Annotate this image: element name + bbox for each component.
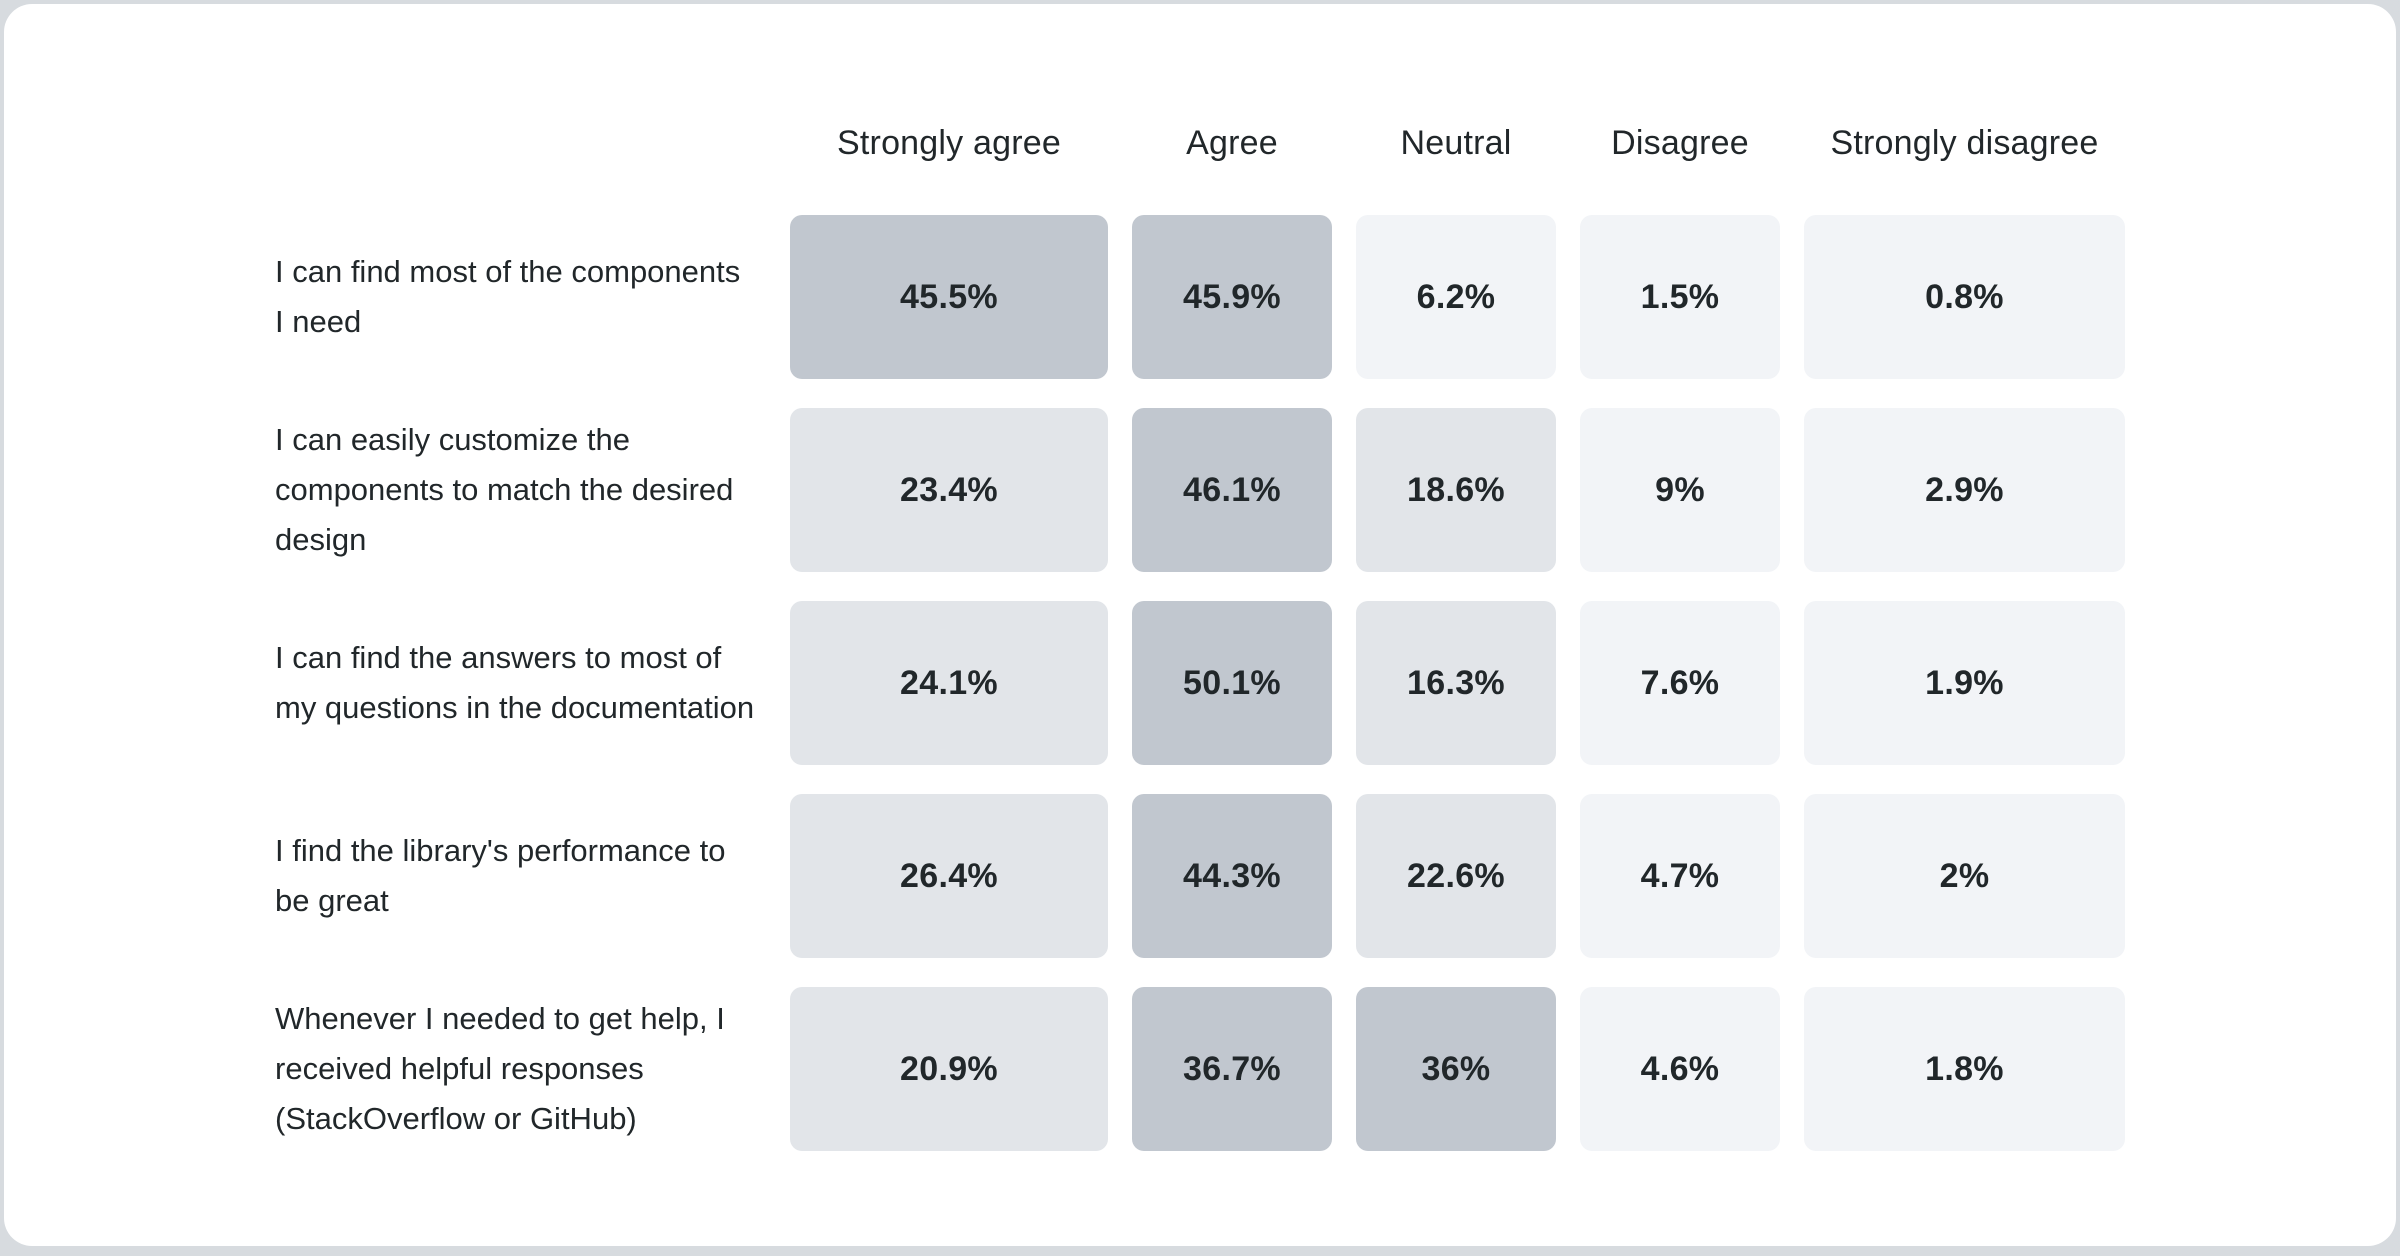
- heatmap-cell: 24.1%: [790, 601, 1108, 765]
- heatmap-cell: 16.3%: [1356, 601, 1556, 765]
- heatmap-cell: 2%: [1804, 794, 2125, 958]
- column-header: Disagree: [1611, 123, 1749, 162]
- row-label: I can easily customize the components to…: [275, 422, 734, 557]
- survey-results-card: Strongly agree Agree Neutral Disagree Strong…: [4, 4, 2396, 1246]
- heatmap-cell: 18.6%: [1356, 408, 1556, 572]
- heatmap-cell: 44.3%: [1132, 794, 1332, 958]
- heatmap-cell: 7.6%: [1580, 601, 1780, 765]
- heatmap-row: I can easily customize the components to…: [275, 408, 2125, 572]
- heatmap-cell: 4.7%: [1580, 794, 1780, 958]
- row-label: I can find the answers to most of my que…: [275, 640, 755, 725]
- heatmap-row: Whenever I needed to get help, I receive…: [275, 987, 2125, 1151]
- heatmap-cell: 26.4%: [790, 794, 1108, 958]
- heatmap-cell: 45.5%: [790, 215, 1108, 379]
- heatmap-cell: 46.1%: [1132, 408, 1332, 572]
- heatmap-cell: 2.9%: [1804, 408, 2125, 572]
- heatmap-cell: 20.9%: [790, 987, 1108, 1151]
- heatmap-cell: 4.6%: [1580, 987, 1780, 1151]
- column-header: Strongly disagree: [1830, 123, 2099, 162]
- heatmap-body: I can find most of the components I need…: [275, 215, 2125, 1151]
- heatmap-cell: 50.1%: [1132, 601, 1332, 765]
- heatmap-cell: 1.5%: [1580, 215, 1780, 379]
- heatmap-cell: 0.8%: [1804, 215, 2125, 379]
- row-label: I can find most of the components I need: [275, 254, 741, 339]
- heatmap-cell: 9%: [1580, 408, 1780, 572]
- heatmap-row: I can find the answers to most of my que…: [275, 601, 2125, 765]
- heatmap-cell: 22.6%: [1356, 794, 1556, 958]
- heatmap-cell: 1.9%: [1804, 601, 2125, 765]
- heatmap-cell: 1.8%: [1804, 987, 2125, 1151]
- heatmap-cell: 45.9%: [1132, 215, 1332, 379]
- heatmap-cell: 36%: [1356, 987, 1556, 1151]
- heatmap-row: I find the library's performance to be g…: [275, 794, 2125, 958]
- row-label: I find the library's performance to be g…: [275, 833, 726, 918]
- heatmap-cell: 6.2%: [1356, 215, 1556, 379]
- row-label: Whenever I needed to get help, I receive…: [275, 1001, 725, 1136]
- column-header: Strongly agree: [837, 123, 1061, 162]
- likert-heatmap: Strongly agree Agree Neutral Disagree Strong…: [275, 4, 2125, 1151]
- column-header: Neutral: [1400, 123, 1512, 162]
- heatmap-cell: 36.7%: [1132, 987, 1332, 1151]
- heatmap-header-row: Strongly agree Agree Neutral Disagree Strong…: [275, 120, 2125, 166]
- heatmap-row: I can find most of the components I need…: [275, 215, 2125, 379]
- heatmap-cell: 23.4%: [790, 408, 1108, 572]
- column-header: Agree: [1186, 123, 1278, 162]
